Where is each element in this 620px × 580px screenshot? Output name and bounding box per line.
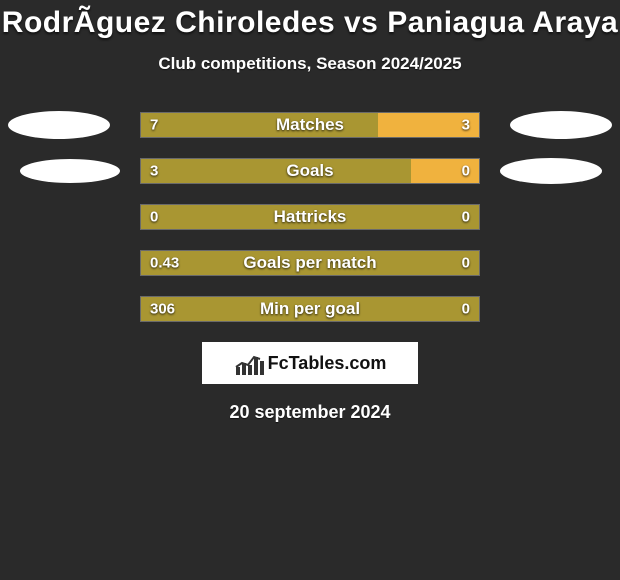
stat-row: Matches 7 3 [0,112,620,138]
value-right: 0 [462,301,470,318]
stat-row: Hattricks 0 0 [0,204,620,230]
bar-label: Min per goal [260,299,360,319]
bar-track: Goals [140,158,480,184]
value-left: 306 [150,301,175,318]
value-left: 0.43 [150,255,179,272]
player-right-ellipse [500,158,602,184]
player-left-ellipse [8,111,110,139]
chart-area: Matches73Goals30Hattricks00Goals per mat… [0,112,620,322]
date-text: 20 september 2024 [0,402,620,423]
page-title: RodrÃ­guez Chiroledes vs Paniagua Araya [0,0,620,40]
stat-row: Min per goal 306 0 [0,296,620,322]
bar-label: Matches [276,115,344,135]
player-right-ellipse [510,111,612,139]
value-right: 0 [462,255,470,272]
value-right: 3 [462,117,470,134]
value-left: 0 [150,209,158,226]
bar-track: Hattricks [140,204,480,230]
bar-label: Goals per match [243,253,376,273]
logo-chart-icon [234,351,264,375]
bar-label: Goals [286,161,333,181]
logo-text: FcTables.com [268,353,387,374]
bar-left [141,159,411,183]
bar-track: Matches [140,112,480,138]
logo-box: FcTables.com [202,342,418,384]
stat-row: Goals 3 0 [0,158,620,184]
stat-row: Goals per match 0.43 0 [0,250,620,276]
player-left-ellipse [20,159,120,183]
value-right: 0 [462,209,470,226]
value-left: 7 [150,117,158,134]
value-left: 3 [150,163,158,180]
bar-label: Hattricks [274,207,347,227]
subtitle: Club competitions, Season 2024/2025 [0,54,620,74]
value-right: 0 [462,163,470,180]
bar-track: Goals per match [140,250,480,276]
bar-track: Min per goal [140,296,480,322]
